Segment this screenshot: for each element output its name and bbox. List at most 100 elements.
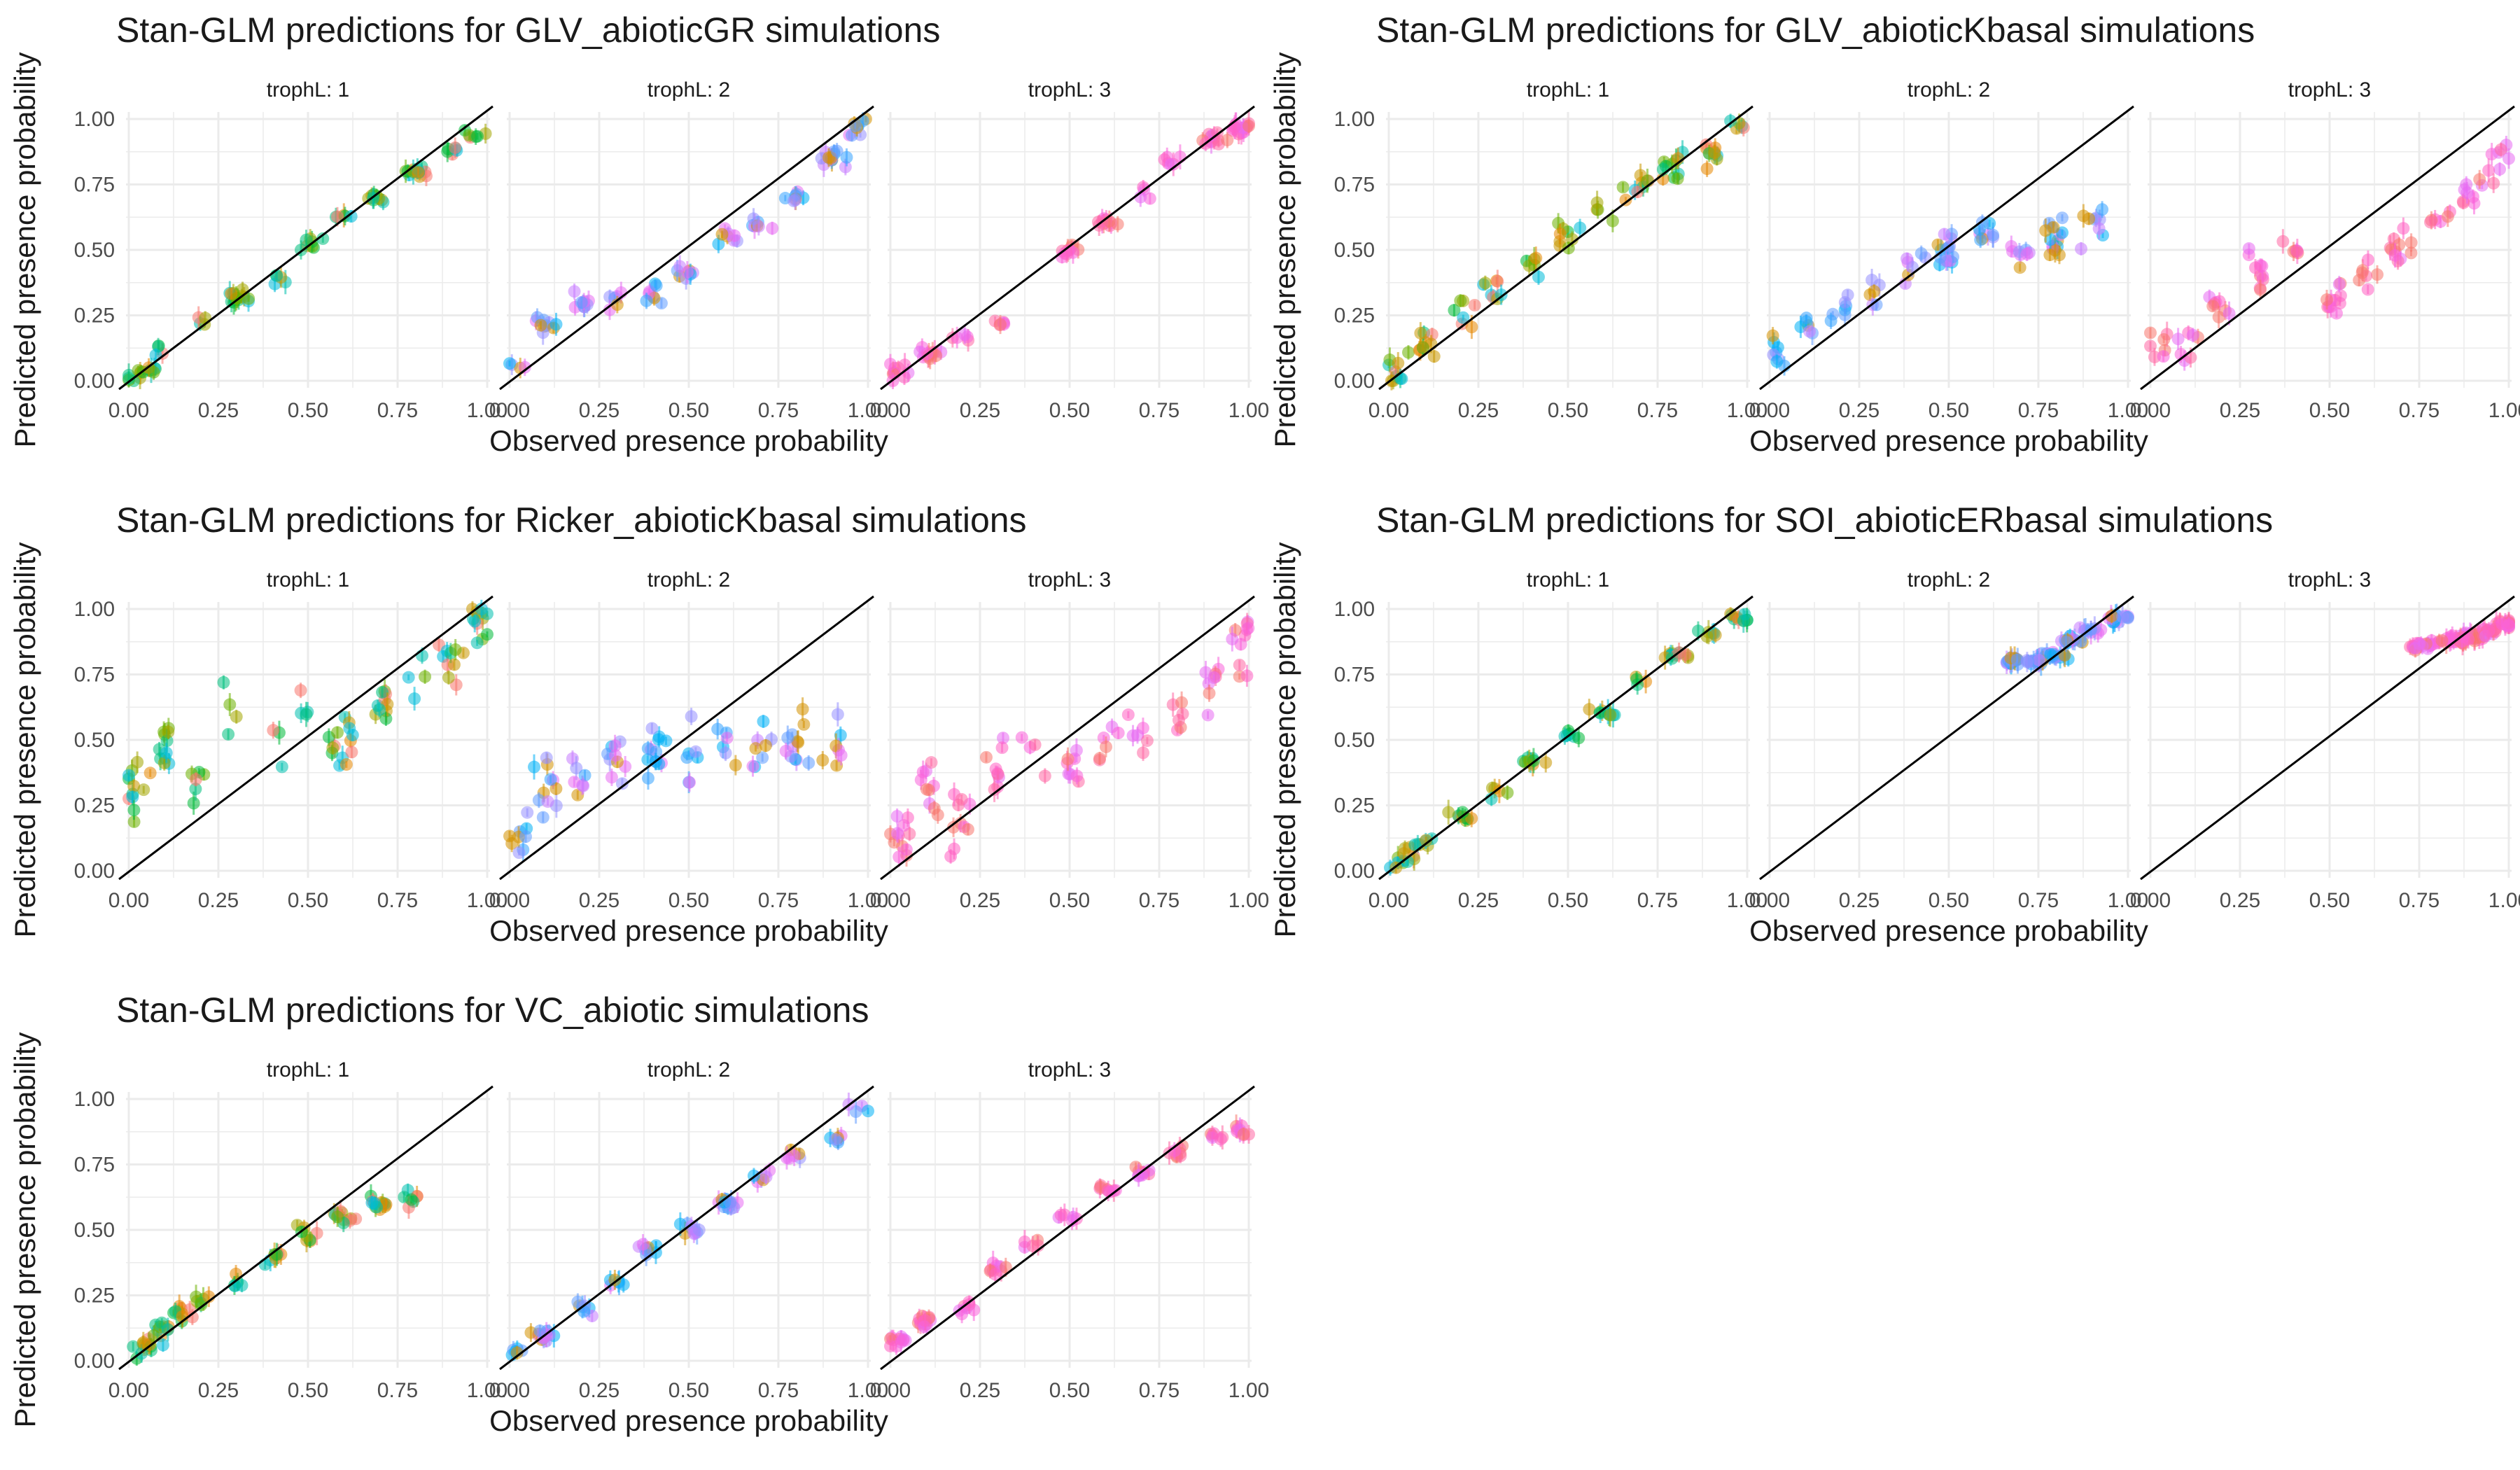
data-point	[402, 671, 415, 684]
data-point	[1616, 181, 1630, 194]
x-tick-label: 1.00	[2488, 889, 2520, 912]
data-point	[1070, 769, 1084, 783]
facet-label: trophL: 1	[267, 1058, 349, 1082]
x-tick-label: 0.25	[579, 399, 620, 422]
data-point	[1539, 756, 1553, 769]
y-tick-label: 1.00	[1334, 108, 1375, 131]
x-tick-label: 0.50	[2309, 889, 2350, 912]
x-tick-label: 0.00	[108, 1379, 149, 1402]
data-point	[1938, 227, 1951, 241]
data-point	[1914, 247, 1928, 260]
x-tick-label: 0.00	[1368, 399, 1409, 422]
y-tick-label: 0.50	[1334, 729, 1375, 752]
data-point	[1392, 356, 1405, 370]
data-point	[270, 269, 284, 282]
data-point	[2361, 283, 2374, 296]
reference-line	[1378, 105, 1754, 391]
data-point	[2496, 617, 2509, 631]
data-point	[831, 708, 844, 721]
x-tick-label: 0.00	[1749, 399, 1790, 422]
x-tick-label: 0.25	[2220, 889, 2260, 912]
data-point	[470, 636, 484, 650]
reference-line	[880, 595, 1255, 881]
data-point	[1401, 346, 1415, 359]
data-point	[988, 783, 1001, 796]
data-point	[345, 746, 358, 759]
data-point	[2334, 289, 2347, 302]
data-point	[2073, 621, 2087, 634]
data-point	[222, 727, 235, 741]
data-point	[995, 741, 1009, 755]
data-point	[891, 827, 904, 840]
data-point	[156, 1338, 169, 1352]
data-point	[720, 732, 734, 745]
x-tick-label: 1.00	[1727, 399, 1768, 422]
data-point	[692, 1224, 706, 1237]
data-point	[225, 287, 238, 300]
data-point	[578, 769, 592, 782]
data-point	[419, 670, 432, 683]
chart-block: Stan-GLM predictions for VC_abiotic simu…	[8, 990, 1269, 1437]
x-tick-label: 0.25	[2220, 399, 2260, 422]
data-point	[1221, 134, 1234, 147]
data-point	[365, 1196, 379, 1210]
facet-label: trophL: 3	[1028, 1058, 1111, 1082]
data-point	[927, 802, 941, 815]
x-tick-label: 0.75	[377, 399, 418, 422]
data-point	[187, 797, 200, 810]
x-tick-label: 0.50	[668, 399, 709, 422]
y-axis-label: Predicted presence probability	[8, 1032, 41, 1428]
x-tick-label: 1.00	[1228, 1379, 1269, 1402]
data-point	[1679, 648, 1692, 662]
data-point	[1619, 193, 1632, 206]
data-point	[1724, 114, 1737, 127]
data-point	[541, 795, 554, 808]
x-tick-label: 0.25	[579, 889, 620, 912]
data-point	[650, 279, 663, 293]
data-point	[605, 771, 618, 784]
data-point	[1501, 786, 1514, 799]
facet-label: trophL: 1	[267, 78, 349, 102]
chart-block: Stan-GLM predictions for GLV_abioticGR s…	[8, 10, 1269, 457]
data-point	[1574, 221, 1587, 234]
data-point	[1420, 834, 1433, 847]
data-point	[1737, 614, 1750, 627]
data-point	[405, 1193, 418, 1206]
x-tick-label: 0.50	[1548, 399, 1588, 422]
data-point	[2020, 247, 2033, 260]
x-tick-label: 0.00	[1368, 889, 1409, 912]
data-point	[575, 296, 588, 309]
data-point	[1868, 285, 1881, 298]
data-point	[1838, 295, 1851, 309]
data-point	[830, 144, 844, 158]
x-tick-label: 0.25	[1839, 889, 1879, 912]
data-point	[2010, 653, 2024, 666]
facet-panel: trophL: 2 0.00 0.25 0.50 0.75 1.00	[1749, 568, 2148, 912]
data-point	[2186, 328, 2199, 342]
data-point	[1427, 350, 1441, 363]
data-point	[802, 756, 816, 769]
data-point	[760, 1170, 773, 1184]
data-point	[2116, 610, 2129, 624]
data-point	[1203, 687, 1216, 700]
reference-line	[499, 595, 874, 881]
data-point	[230, 710, 243, 723]
x-tick-label: 0.25	[960, 889, 1000, 912]
data-point	[652, 733, 665, 746]
data-point	[373, 703, 386, 716]
x-tick-label: 1.00	[1228, 889, 1269, 912]
data-point	[779, 744, 792, 757]
data-point	[830, 739, 843, 752]
data-point	[416, 649, 429, 662]
data-point	[2482, 164, 2496, 177]
x-tick-label: 0.00	[108, 889, 149, 912]
data-point	[636, 1238, 650, 1251]
x-tick-label: 1.00	[1727, 889, 1768, 912]
data-point	[2404, 246, 2418, 260]
data-point	[1442, 806, 1455, 819]
y-axis-label: Predicted presence probability	[1268, 542, 1301, 938]
data-point	[294, 684, 307, 697]
data-point	[1237, 1128, 1250, 1141]
data-point	[840, 150, 853, 164]
data-point	[2096, 203, 2109, 216]
